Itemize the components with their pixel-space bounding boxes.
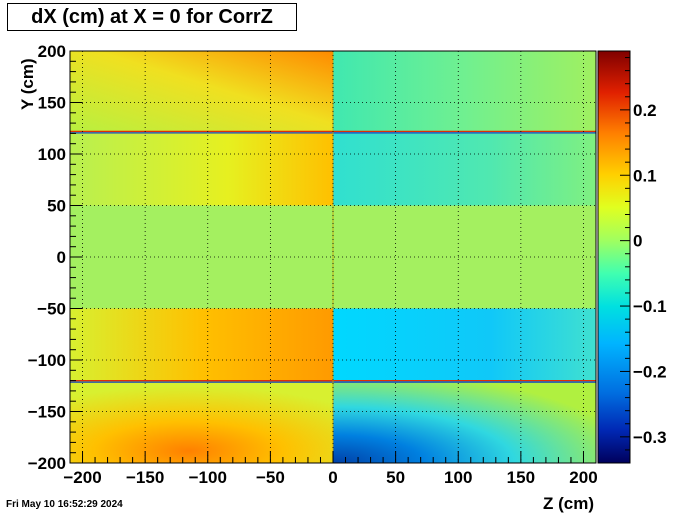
heatmap-region (333, 51, 596, 133)
x-tick-label: 150 (507, 468, 535, 487)
color-scale-bar (597, 50, 631, 464)
heatmap-region (70, 308, 333, 382)
grid-lines (70, 50, 596, 464)
y-tick-label: 100 (38, 145, 66, 164)
z-tick-label: −0.1 (633, 297, 667, 316)
z-tick-label: 0.1 (633, 166, 657, 185)
title-box: dX (cm) at X = 0 for CorrZ (7, 3, 297, 31)
heatmap-region (333, 132, 596, 206)
z-tick-label: −0.3 (633, 428, 667, 447)
x-tick-label: 50 (386, 468, 405, 487)
y-tick-label: 50 (47, 197, 66, 216)
x-tick-label: 200 (569, 468, 597, 487)
color-scale-axis: −0.3 −0.2 −0.1 0 0.1 0.2 (620, 57, 667, 464)
x-tick-label: 0 (328, 468, 337, 487)
y-tick-label: 200 (38, 42, 66, 61)
y-tick-label: 150 (38, 94, 66, 113)
y-tick-label: −150 (28, 403, 66, 422)
y-tick-label: −100 (28, 351, 66, 370)
y-tick-label: 0 (57, 248, 66, 267)
heatmap-region (70, 132, 333, 206)
x-tick-label: −100 (189, 468, 227, 487)
y-axis: −200 −150 −100 −50 0 50 100 150 200 (28, 42, 82, 473)
timestamp: Fri May 10 16:52:29 2024 (6, 499, 123, 510)
chart-title: dX (cm) at X = 0 for CorrZ (31, 6, 273, 28)
z-tick-label: 0 (633, 232, 642, 251)
heatmap-region (333, 205, 596, 309)
x-axis: −200 −150 −100 −50 0 50 100 150 200 (63, 451, 598, 487)
x-tick-label: −150 (126, 468, 164, 487)
z-tick-label: −0.2 (633, 362, 667, 381)
y-tick-label: −200 (28, 454, 66, 473)
y-tick-label: −50 (37, 300, 66, 319)
x-tick-label: 100 (444, 468, 472, 487)
x-tick-label: −200 (63, 468, 101, 487)
heatmap-region (333, 381, 596, 463)
heatmap-region (70, 205, 333, 309)
z-tick-label: 0.2 (633, 101, 657, 120)
x-tick-label: −50 (256, 468, 285, 487)
heatmap-region (333, 308, 596, 382)
y-axis-label: Y (cm) (18, 58, 37, 110)
heatmap-region (70, 381, 333, 463)
x-axis-label: Z (cm) (543, 494, 594, 513)
heatmap-cells (70, 51, 596, 463)
heatmap-region (70, 51, 333, 133)
